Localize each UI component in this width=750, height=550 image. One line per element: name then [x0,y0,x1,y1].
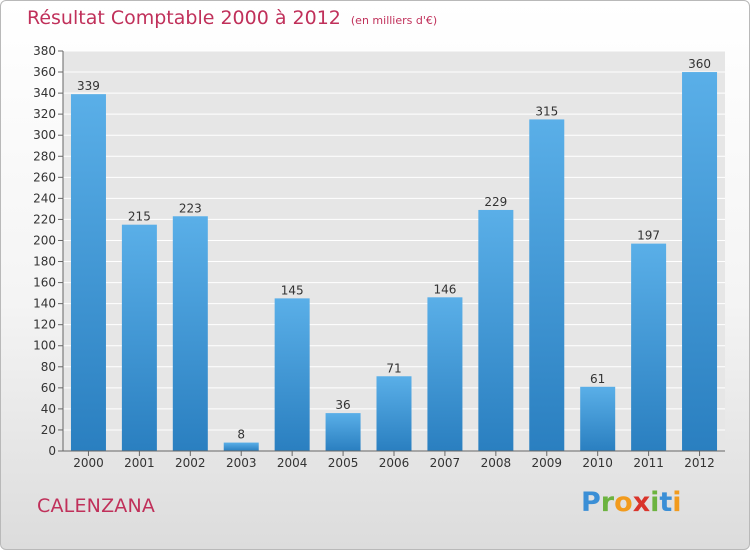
x-tick-label: 2009 [531,456,562,470]
y-tick-label: 0 [48,444,56,458]
y-tick-label: 240 [33,191,56,205]
bar-2004 [274,298,310,451]
bar-2003 [223,442,259,451]
y-tick-label: 340 [33,86,56,100]
y-tick-label: 40 [41,402,56,416]
bar-2002 [172,216,208,451]
x-tick-label: 2011 [633,456,664,470]
x-tick-label: 2004 [277,456,308,470]
logo-letter: t [659,487,673,518]
data-label-2007: 146 [433,282,456,296]
data-label-2010: 61 [590,372,605,386]
bar-2012 [682,72,718,451]
y-tick-label: 220 [33,212,56,226]
logo-letter: i [672,487,682,518]
y-tick-label: 80 [41,360,56,374]
data-label-2008: 229 [484,195,507,209]
chart-title: Résultat Comptable 2000 à 2012 (en millie… [27,7,437,29]
data-label-2005: 36 [335,398,350,412]
y-tick-label: 100 [33,339,56,353]
x-tick-label: 2001 [124,456,155,470]
y-tick-label: 380 [33,44,56,58]
logo-letter: i [650,487,660,518]
bar-2007 [427,297,463,451]
data-label-2011: 197 [637,229,660,243]
y-tick-label: 200 [33,233,56,247]
commune-name: CALENZANA [37,495,156,517]
chart-title-text: Résultat Comptable 2000 à 2012 [27,7,341,29]
logo-letter: P [581,487,601,518]
data-label-2000: 339 [77,79,100,93]
y-tick-label: 160 [33,276,56,290]
logo-letter: x [632,487,651,518]
y-tick-label: 60 [41,381,56,395]
y-tick-label: 180 [33,255,56,269]
y-tick-label: 120 [33,318,56,332]
bar-2011 [631,243,667,451]
bar-2009 [529,119,565,451]
bar-2000 [70,94,106,451]
x-tick-label: 2008 [481,456,512,470]
data-label-2002: 223 [179,201,202,215]
y-tick-label: 360 [33,65,56,79]
data-label-2009: 315 [535,104,558,118]
data-label-2012: 360 [688,57,711,71]
bar-2001 [121,224,157,451]
bar-2010 [580,386,616,451]
x-tick-label: 2002 [175,456,206,470]
x-tick-label: 2000 [73,456,104,470]
bar-2005 [325,413,361,451]
data-label-2003: 8 [237,428,245,442]
x-tick-label: 2012 [684,456,715,470]
x-axis: 2000 2001 2002 2003 2004 2005 2006 2007 2008 2009… [63,450,725,470]
y-tick-label: 260 [33,170,56,184]
y-tick-label: 320 [33,107,56,121]
logo-letter: r [600,487,615,518]
y-axis: 0 20 40 60 80 100 120 140 160 180 200 220 240 260 280 3… [33,44,64,458]
x-tick-label: 2007 [430,456,461,470]
data-label-2001: 215 [128,210,151,224]
x-tick-label: 2005 [328,456,359,470]
bar-2006 [376,376,412,451]
y-tick-label: 20 [41,423,56,437]
proxiti-logo: Proxiti [581,487,682,518]
bar-2008 [478,209,514,451]
y-tick-label: 300 [33,128,56,142]
x-tick-label: 2003 [226,456,257,470]
y-tick-label: 140 [33,297,56,311]
bars: 339 215 223 8 145 36 71 146 229 315 61 197 360 [70,57,718,451]
y-tick-label: 280 [33,149,56,163]
data-label-2006: 71 [386,361,401,375]
logo-letter: o [614,487,633,518]
x-tick-label: 2006 [379,456,410,470]
chart-unit-label: (en milliers d'€) [350,14,438,27]
x-tick-label: 2010 [582,456,613,470]
data-label-2004: 145 [281,283,304,297]
